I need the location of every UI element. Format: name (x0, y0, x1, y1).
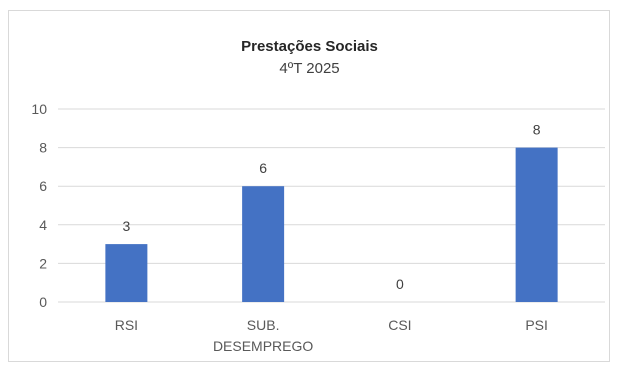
data-label: 0 (396, 276, 404, 292)
chart-subtitle: 4ºT 2025 (279, 60, 340, 77)
y-tick-label: 4 (39, 217, 47, 233)
y-tick-label: 0 (39, 294, 47, 310)
y-tick-label: 8 (39, 140, 47, 156)
y-tick-label: 2 (39, 255, 47, 271)
x-tick-label: SUB. (247, 317, 280, 333)
x-tick-label: PSI (525, 317, 548, 333)
chart-title: Prestações Sociais (241, 38, 378, 55)
bar (515, 147, 558, 302)
data-label: 6 (259, 160, 267, 176)
data-label: 8 (533, 122, 541, 138)
data-label: 3 (122, 218, 130, 234)
x-tick-label: DESEMPREGO (213, 338, 313, 354)
bar (105, 244, 148, 302)
x-tick-label: CSI (388, 317, 411, 333)
y-tick-label: 6 (39, 178, 47, 194)
y-tick-label: 10 (31, 101, 47, 117)
x-tick-label: RSI (115, 317, 138, 333)
bar (242, 186, 285, 302)
